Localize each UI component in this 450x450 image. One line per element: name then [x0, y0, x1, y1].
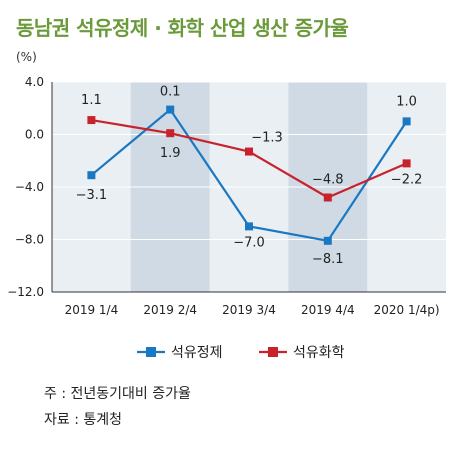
series-0-marker-0	[87, 171, 96, 180]
x-tick-label-2: 2019 3/4	[222, 303, 276, 317]
data-label-0-4: 1.0	[396, 94, 417, 109]
series-1-marker-4	[402, 159, 411, 168]
y-tick-label-3: −8.0	[15, 233, 44, 247]
y-tick-label-0: 4.0	[25, 75, 44, 89]
x-tick-label-3: 2019 4/4	[301, 303, 355, 317]
legend-label-0: 석유정제	[171, 345, 223, 361]
series-0-marker-2	[245, 222, 253, 231]
y-tick-label-1: 0.0	[25, 128, 44, 142]
series-1-marker-1	[166, 129, 175, 138]
data-label-0-2: −7.0	[233, 235, 265, 250]
series-1-marker-2	[245, 147, 253, 156]
legend-marker-1	[268, 347, 278, 357]
data-label-0-3: −8.1	[312, 252, 344, 267]
chart-title: 동남권 석유정제 · 화학 산업 생산 증가율	[16, 16, 349, 40]
x-tick-label-4: 2020 1/4p)	[374, 303, 440, 317]
y-tick-label-2: −4.0	[15, 180, 44, 194]
data-label-1-1: 0.1	[160, 85, 181, 100]
data-label-1-4: −2.2	[391, 172, 423, 187]
series-1-marker-3	[323, 193, 332, 202]
legend-label-1: 석유화학	[293, 345, 345, 361]
data-label-1-2: −1.3	[251, 131, 283, 146]
data-label-1-0: 1.1	[81, 93, 102, 108]
series-0-marker-4	[402, 117, 411, 126]
series-0-marker-3	[323, 236, 332, 245]
note-source: 자료 : 통계청	[44, 412, 123, 428]
note-basis: 주 : 전년동기대비 증가율	[44, 386, 191, 402]
series-0-marker-1	[166, 105, 175, 114]
y-axis-unit: (%)	[16, 50, 37, 64]
data-label-1-3: −4.8	[312, 173, 344, 188]
data-label-0-0: −3.1	[76, 188, 108, 203]
legend-marker-0	[146, 347, 156, 357]
data-label-0-1: 1.9	[160, 146, 181, 161]
chart-notes: 주 : 전년동기대비 증가율 자료 : 통계청	[44, 381, 191, 433]
x-tick-label-0: 2019 1/4	[65, 303, 119, 317]
x-tick-label-1: 2019 2/4	[143, 303, 197, 317]
series-1-marker-0	[87, 116, 96, 125]
y-tick-label-4: −12.0	[7, 285, 44, 299]
